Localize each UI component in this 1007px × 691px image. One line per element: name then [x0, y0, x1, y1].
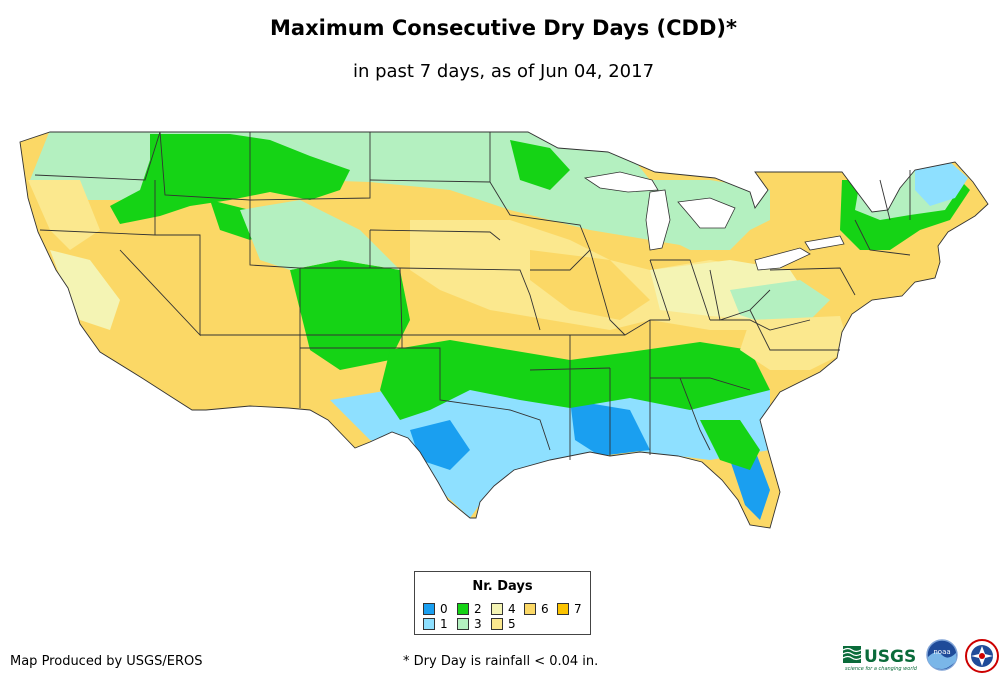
legend-label: 3 [474, 617, 482, 631]
legend-label: 4 [508, 602, 516, 616]
legend-swatch [457, 618, 469, 630]
legend-label: 2 [474, 602, 482, 616]
credit-text: Map Produced by USGS/EROS [10, 654, 203, 669]
map-title: Maximum Consecutive Dry Days (CDD)* [270, 16, 737, 40]
svg-text:science for a changing world: science for a changing world [845, 666, 918, 672]
great-lakes [583, 171, 845, 271]
legend: Nr. Days 0 1 2 3 4 5 6 7 [414, 571, 591, 635]
state-boundaries [19, 131, 989, 529]
noaa-logo: noaa [926, 639, 958, 671]
legend-swatch [491, 618, 503, 630]
legend-swatch [457, 603, 469, 615]
legend-label: 0 [440, 602, 448, 616]
legend-label: 7 [574, 602, 582, 616]
svg-text:noaa: noaa [933, 648, 950, 656]
legend-swatch [524, 603, 536, 615]
usgs-logo: USGS science for a changing world [843, 646, 918, 672]
nws-logo [965, 639, 999, 673]
legend-swatch [557, 603, 569, 615]
legend-swatch [491, 603, 503, 615]
legend-label: 5 [508, 617, 516, 631]
legend-label: 1 [440, 617, 448, 631]
legend-swatch [423, 603, 435, 615]
legend-swatch [423, 618, 435, 630]
legend-title: Nr. Days [472, 579, 533, 594]
map-subtitle: in past 7 days, as of Jun 04, 2017 [352, 61, 655, 82]
svg-text:USGS: USGS [864, 647, 916, 667]
legend-label: 6 [541, 602, 549, 616]
footnote-text: * Dry Day is rainfall < 0.04 in. [403, 654, 599, 669]
us-dry-days-map [19, 131, 989, 529]
